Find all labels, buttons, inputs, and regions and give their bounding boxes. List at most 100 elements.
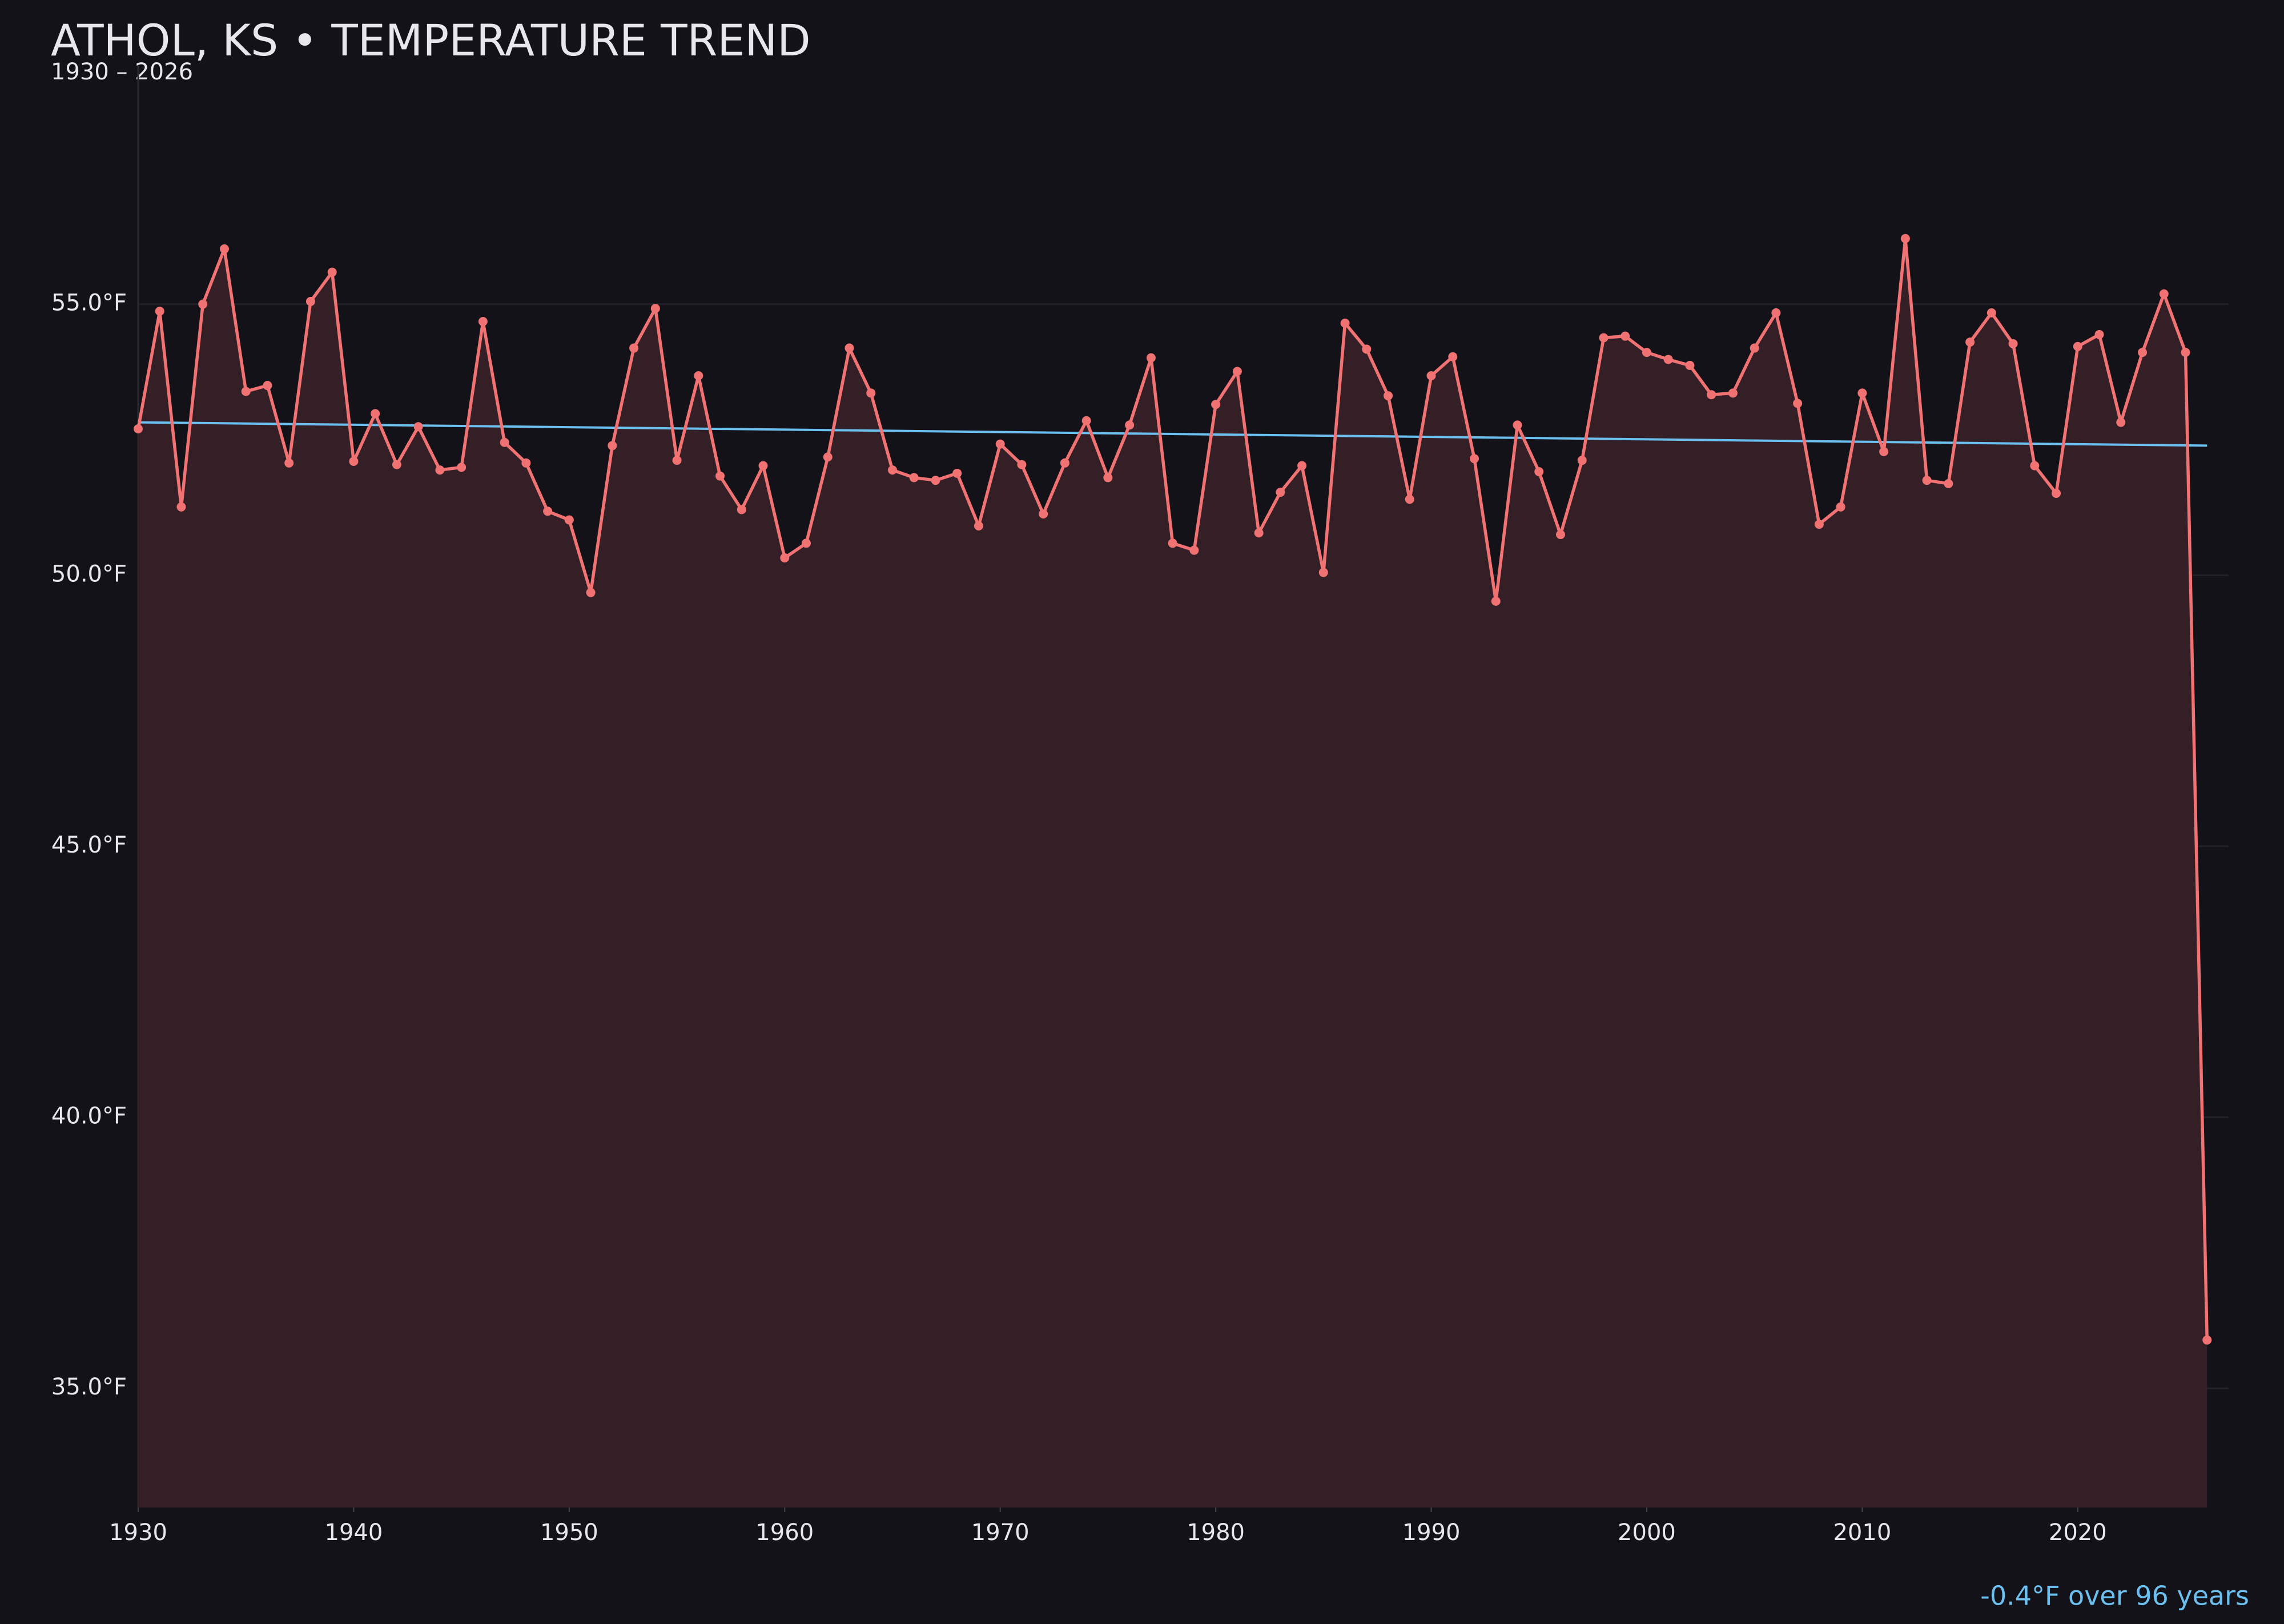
point bbox=[2181, 348, 2190, 357]
point bbox=[737, 505, 746, 514]
point bbox=[1879, 447, 1889, 456]
point bbox=[1384, 391, 1393, 401]
point bbox=[392, 460, 401, 469]
point bbox=[1987, 308, 1996, 317]
area bbox=[138, 238, 2207, 1508]
point bbox=[1426, 371, 1436, 380]
point bbox=[1168, 538, 1177, 548]
chart-title: ATHOL, KS • TEMPERATURE TREND bbox=[51, 15, 811, 66]
point bbox=[2073, 341, 2082, 351]
point bbox=[1793, 399, 1803, 408]
point bbox=[1685, 360, 1695, 370]
x-tick-label: 2020 bbox=[2049, 1520, 2107, 1546]
point bbox=[176, 502, 186, 512]
trend-annotation: -0.4°F over 96 years bbox=[1980, 1581, 2249, 1611]
point bbox=[1448, 352, 1458, 361]
point bbox=[134, 424, 143, 433]
point bbox=[1836, 502, 1845, 512]
point bbox=[2138, 348, 2148, 357]
point bbox=[866, 388, 876, 398]
point bbox=[1750, 343, 1759, 353]
point bbox=[1103, 473, 1113, 483]
point bbox=[2008, 339, 2018, 348]
point bbox=[1642, 348, 1651, 357]
point bbox=[1254, 528, 1264, 538]
point bbox=[1211, 400, 1221, 409]
point bbox=[1232, 367, 1242, 376]
point bbox=[715, 471, 725, 481]
point bbox=[1513, 420, 1522, 430]
point bbox=[694, 371, 703, 380]
point bbox=[241, 387, 251, 396]
point bbox=[500, 437, 509, 447]
x-tick-label: 1990 bbox=[1402, 1520, 1461, 1546]
point bbox=[823, 452, 833, 462]
point bbox=[2094, 329, 2104, 339]
point bbox=[608, 441, 617, 451]
point bbox=[758, 461, 768, 471]
point bbox=[1577, 456, 1587, 465]
point bbox=[478, 317, 488, 327]
point bbox=[1340, 318, 1350, 328]
point bbox=[1189, 545, 1199, 555]
point bbox=[564, 515, 574, 525]
point bbox=[1039, 509, 1048, 519]
y-tick-label: 45.0°F bbox=[51, 832, 127, 858]
point bbox=[887, 465, 897, 475]
chart-subtitle: 1930 – 2026 bbox=[51, 59, 193, 85]
x-tick-label: 2000 bbox=[1618, 1520, 1676, 1546]
point bbox=[780, 553, 790, 562]
point bbox=[1965, 337, 1975, 347]
point bbox=[909, 473, 919, 483]
x-tick-label: 1940 bbox=[325, 1520, 383, 1546]
point bbox=[1276, 488, 1285, 497]
point bbox=[1944, 479, 1953, 488]
point bbox=[1599, 333, 1609, 343]
point bbox=[629, 343, 639, 353]
point bbox=[305, 296, 315, 306]
point bbox=[1470, 454, 1479, 464]
point bbox=[1362, 344, 1372, 354]
x-tick-label: 1980 bbox=[1187, 1520, 1245, 1546]
point bbox=[1900, 234, 1910, 243]
point bbox=[1491, 596, 1501, 606]
point bbox=[457, 463, 467, 472]
point bbox=[974, 521, 983, 530]
point bbox=[413, 422, 423, 432]
point bbox=[2116, 417, 2126, 427]
point bbox=[931, 476, 940, 485]
x-tick-label: 2010 bbox=[1833, 1520, 1891, 1546]
x-tick-label: 1960 bbox=[755, 1520, 814, 1546]
y-tick-label: 50.0°F bbox=[51, 561, 127, 587]
x-tick-label: 1970 bbox=[971, 1520, 1030, 1546]
point bbox=[371, 409, 380, 419]
x-tick-label: 1930 bbox=[109, 1520, 167, 1546]
point bbox=[284, 458, 294, 468]
point bbox=[198, 299, 208, 309]
point bbox=[327, 267, 337, 277]
y-tick-label: 40.0°F bbox=[51, 1103, 127, 1129]
point bbox=[1297, 461, 1307, 471]
point bbox=[1857, 388, 1867, 398]
point bbox=[650, 304, 660, 313]
point bbox=[802, 538, 811, 548]
y-tick-label: 55.0°F bbox=[51, 290, 127, 316]
point bbox=[1534, 467, 1544, 476]
point bbox=[586, 588, 596, 597]
point bbox=[2030, 461, 2040, 471]
point bbox=[263, 381, 272, 391]
point bbox=[2202, 1335, 2212, 1345]
y-tick-label: 35.0°F bbox=[51, 1374, 127, 1400]
point bbox=[543, 507, 553, 516]
point bbox=[672, 456, 682, 465]
point bbox=[435, 465, 445, 475]
point bbox=[1081, 416, 1091, 425]
point bbox=[1318, 568, 1328, 577]
point bbox=[1707, 390, 1716, 400]
point bbox=[1125, 420, 1135, 430]
trend-line bbox=[138, 421, 2207, 447]
point bbox=[1728, 388, 1738, 398]
point bbox=[2159, 289, 2169, 299]
point bbox=[1620, 331, 1630, 341]
